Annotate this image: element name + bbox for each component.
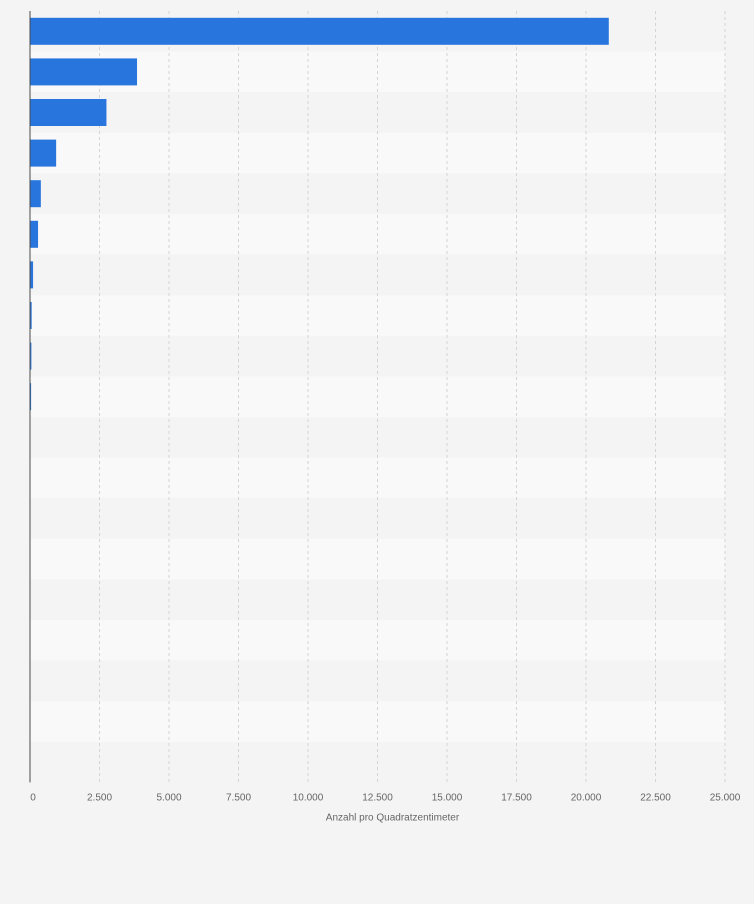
x-tick-label: 2.500 (87, 792, 112, 803)
bar[interactable] (30, 261, 34, 289)
x-tick-label: 7.500 (226, 792, 251, 803)
bar[interactable] (30, 383, 32, 411)
x-tick-label: 17.500 (501, 792, 532, 803)
x-tick-label: 5.000 (156, 792, 181, 803)
x-axis-label: Anzahl pro Quadratzentimeter (326, 812, 460, 823)
x-tick-label: 15.000 (432, 792, 463, 803)
x-tick-label: 22.500 (640, 792, 671, 803)
bar[interactable] (30, 342, 32, 370)
bar[interactable] (30, 302, 32, 329)
bar[interactable] (30, 139, 57, 167)
x-tick-label: 25.000 (710, 792, 741, 803)
bar[interactable] (30, 17, 609, 45)
bar[interactable] (30, 58, 138, 86)
x-tick-label: 10.000 (293, 792, 324, 803)
x-tick-label: 0 (30, 792, 36, 803)
x-tick-label: 20.000 (571, 792, 602, 803)
bar[interactable] (30, 99, 107, 126)
bar[interactable] (30, 220, 39, 248)
bar[interactable] (30, 180, 41, 208)
x-tick-label: 12.500 (362, 792, 393, 803)
